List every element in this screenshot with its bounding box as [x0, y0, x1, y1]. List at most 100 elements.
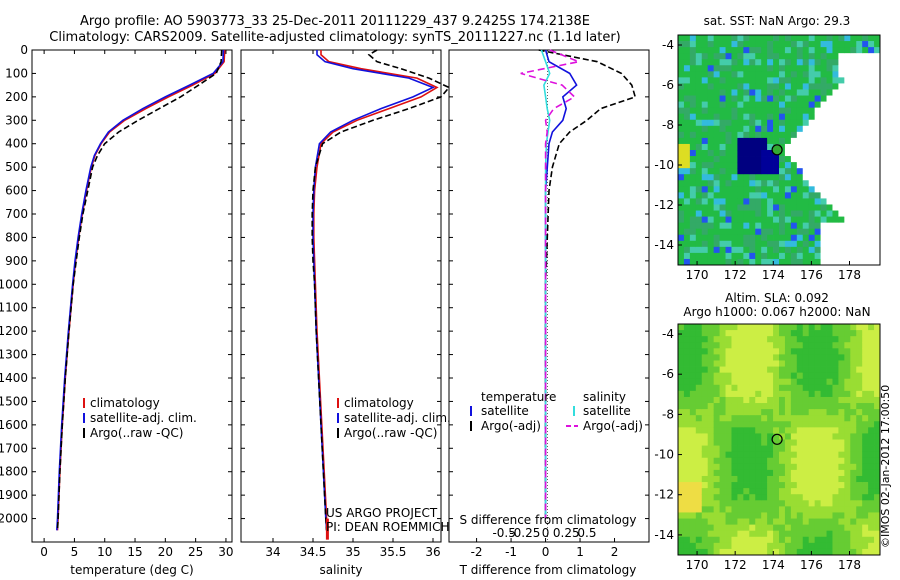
map-cell [868, 330, 875, 337]
map-cell [802, 390, 810, 398]
map-cell [713, 384, 720, 392]
map-cell [814, 488, 821, 495]
map-cell [707, 162, 715, 169]
legend-temp-argo: Argo(-adj) [481, 419, 541, 433]
x-tick-label-top: -0.5 [492, 526, 515, 540]
map-cell [761, 246, 768, 254]
map-cell [683, 77, 691, 84]
map-cell [790, 252, 798, 260]
map-cell [755, 101, 762, 109]
map-cell [808, 330, 816, 337]
map-cell [755, 83, 762, 90]
map-cell [790, 512, 798, 519]
map-cell [695, 518, 703, 526]
map-cell [856, 396, 863, 404]
map-cell [790, 162, 798, 169]
map-cell [749, 494, 756, 501]
map-cell [862, 234, 869, 242]
map-cell [874, 439, 881, 446]
map-cell [689, 65, 697, 72]
map-cell [749, 409, 756, 416]
map-cell [707, 372, 715, 380]
map-cell [802, 113, 810, 121]
map-cell [874, 53, 881, 60]
map-cell [725, 324, 732, 331]
map-cell [784, 421, 792, 428]
map-cell [719, 41, 726, 48]
map-cell [701, 95, 709, 102]
map-cell [731, 131, 738, 139]
map-cell [796, 524, 804, 532]
y-tick-label: -6 [662, 78, 674, 92]
map-cell [761, 41, 768, 48]
map-cell [784, 360, 792, 367]
map-cell [713, 192, 720, 199]
map-cell [678, 475, 685, 483]
map-cell [832, 475, 839, 483]
map-cell [701, 246, 709, 254]
x-tick-label: 176 [800, 268, 823, 282]
map-cell [856, 89, 863, 96]
map-cell [719, 330, 726, 337]
map-cell [814, 348, 821, 355]
map-cell [713, 47, 720, 54]
map-cell [808, 71, 816, 78]
legend-climatology: climatology [344, 396, 414, 410]
map-cell [838, 348, 845, 355]
map-cell [814, 360, 821, 367]
map-cell [731, 180, 738, 187]
map-cell [808, 378, 816, 386]
map-cell [755, 518, 762, 526]
map-cell [838, 324, 845, 331]
map-cell [814, 234, 821, 242]
map-cell [725, 234, 732, 242]
map-cell [874, 192, 881, 199]
map-cell [856, 354, 863, 361]
map-cell [683, 506, 691, 513]
map-cell [695, 125, 703, 133]
map-cell [850, 83, 857, 90]
map-cell [749, 518, 756, 526]
map-cell [844, 457, 851, 465]
map-cell [784, 234, 792, 242]
map-cell [814, 89, 821, 96]
map-cell [790, 403, 798, 410]
map-cell [701, 512, 709, 519]
map-cell [743, 180, 750, 187]
map-cell [856, 113, 863, 121]
map-cell [719, 524, 726, 532]
map-cell [719, 433, 726, 440]
map-cell [725, 174, 732, 181]
map-cell [749, 360, 756, 367]
map-cell [784, 35, 792, 42]
map-cell [713, 137, 720, 145]
map-cell [796, 35, 804, 42]
map-cell [784, 101, 792, 109]
map-cell [862, 258, 869, 266]
map-cell [844, 518, 851, 526]
map-cell [695, 439, 703, 446]
map-cell [737, 403, 744, 410]
map-cell [796, 421, 804, 428]
map-cell [683, 324, 691, 331]
map-cell [862, 119, 869, 127]
map-cell [868, 246, 875, 254]
map-cell [767, 137, 774, 145]
map-cell [796, 252, 804, 260]
salinity-diff-xlabel: S difference from climatology [460, 513, 637, 527]
map-cell [767, 451, 774, 459]
map-cell [796, 137, 804, 145]
map-cell [868, 41, 875, 48]
map-cell [767, 198, 774, 205]
map-cell [749, 228, 756, 236]
map-cell [743, 59, 750, 66]
map-cell [701, 240, 709, 248]
map-cell [713, 125, 720, 133]
map-cell [761, 427, 768, 434]
map-cell [868, 439, 875, 446]
map-cell [755, 47, 762, 54]
map-cell [743, 488, 750, 495]
map-cell [820, 475, 827, 483]
map-cell [767, 234, 774, 242]
map-cell [737, 433, 744, 440]
